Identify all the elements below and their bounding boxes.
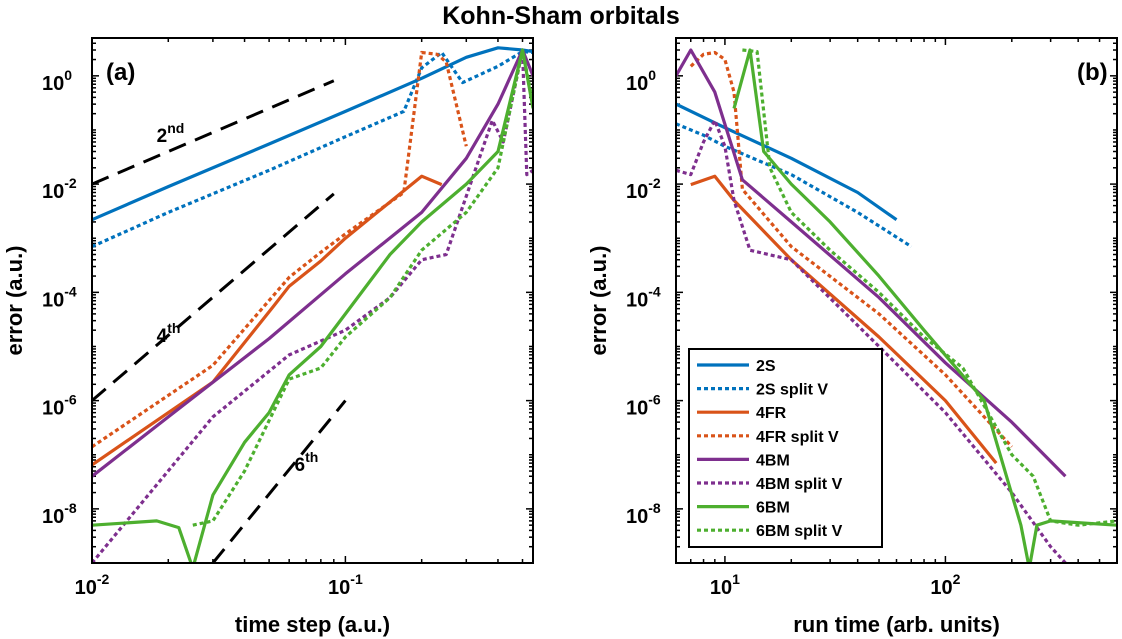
series-2s-split-v (676, 122, 913, 248)
panel-label: (a) (106, 59, 135, 86)
series-6bm-split-v (192, 48, 533, 527)
reference-line-6th (211, 399, 347, 563)
panel-b: 101 102 100 10-2 10-4 10-6 10-8 run time (arb. … (586, 37, 1118, 637)
x-axis-label: run time (arb. units) (793, 612, 1000, 637)
series-4fr (92, 174, 443, 467)
legend-label: 6BM split V (756, 523, 843, 540)
axes-box (675, 37, 1118, 564)
series-4bm-split-v (676, 118, 1067, 563)
y-tick-label: 100 (626, 67, 656, 95)
annotation-2nd: 2nd (157, 120, 185, 147)
legend-item-6bm: 6BM (697, 500, 790, 517)
series-6bm (92, 48, 533, 563)
y-tick-label: 10-4 (626, 283, 661, 311)
legend-item-4bm-split-v: 4BM split V (697, 476, 843, 493)
y-tick-label: 10-8 (42, 500, 77, 528)
y-tick-label: 100 (42, 67, 72, 95)
legend-label: 2S split V (756, 382, 828, 399)
y-tick-label: 10-6 (42, 392, 77, 420)
legend-item-2s-split-v: 2S split V (697, 382, 828, 399)
series-4fr-split-v (92, 50, 468, 449)
x-tick-label: 101 (710, 571, 740, 599)
y-tick-label: 10-8 (626, 500, 661, 528)
series-4bm (676, 48, 1067, 478)
legend-label: 2S (756, 358, 776, 375)
y-tick-label: 10-4 (42, 283, 77, 311)
y-tick-label: 10-2 (42, 175, 77, 203)
series-group (92, 46, 533, 563)
axes-box (91, 37, 534, 564)
legend-label: 4BM split V (756, 476, 843, 493)
series-2s (92, 46, 533, 222)
series-2s (676, 102, 898, 222)
legend-label: 6BM (756, 500, 790, 517)
reference-line-2nd (92, 79, 335, 186)
legend-item-4fr-split-v: 4FR split V (697, 429, 839, 446)
x-axis-label: time step (a.u.) (235, 612, 390, 637)
y-tick-label: 10-6 (626, 392, 661, 420)
legend-box (688, 348, 883, 548)
x-tick-label: 10-1 (328, 571, 363, 599)
legend-item-2s: 2S (697, 358, 776, 375)
legend-label: 4FR split V (756, 429, 839, 446)
annotation-6th: 6th (295, 449, 319, 476)
series-2s-split-v (92, 49, 533, 249)
y-axis-label: error (a.u.) (586, 245, 611, 355)
series-group (676, 48, 1117, 563)
legend-item-4bm: 4BM (697, 452, 790, 469)
series-4bm (92, 48, 533, 478)
series-4fr-split-v (689, 50, 1013, 448)
legend-item-4fr: 4FR (697, 405, 787, 422)
series-6bm-split-v (742, 48, 1117, 527)
y-axis-label: error (a.u.) (2, 245, 27, 355)
reference-line-4th (92, 192, 335, 402)
y-tick-label: 10-2 (626, 175, 661, 203)
legend-item-6bm-split-v: 6BM split V (697, 523, 843, 540)
x-tick-label: 102 (930, 571, 960, 599)
legend: 2S 2S split V 4FR 4FR split V 4BM 4BM split V… (688, 348, 883, 548)
annotation-4th: 4th (157, 320, 181, 347)
series-6bm (732, 48, 1117, 563)
panel-label: (b) (1077, 59, 1108, 86)
legend-label: 4FR (756, 405, 787, 422)
figure-title: Kohn-Sham orbitals (442, 2, 680, 30)
panel-a: 2nd 4th 6th 10-2 10-1 100 10-2 10-4 10-6 10-8 time… (2, 37, 534, 637)
x-tick-label: 10-2 (75, 571, 110, 599)
series-4bm-split-v (92, 48, 533, 563)
legend-label: 4BM (756, 452, 790, 469)
